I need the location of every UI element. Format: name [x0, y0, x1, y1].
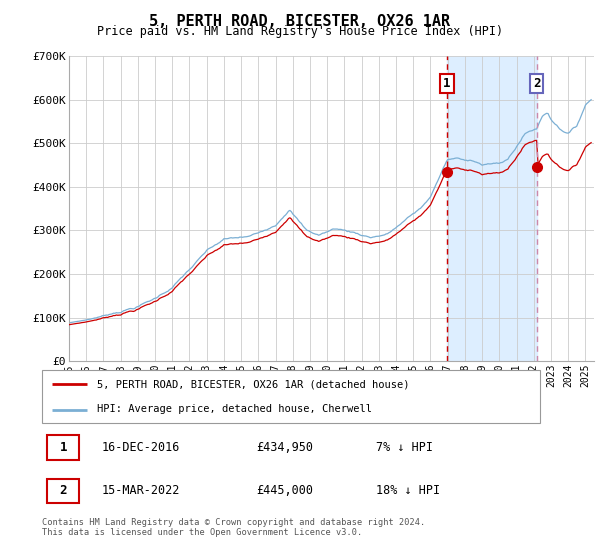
Text: £434,950: £434,950: [256, 441, 313, 454]
Text: 1: 1: [59, 441, 67, 454]
Text: 2: 2: [59, 484, 67, 497]
FancyBboxPatch shape: [47, 435, 79, 460]
Text: 2: 2: [533, 77, 541, 90]
FancyBboxPatch shape: [47, 479, 79, 503]
Text: Contains HM Land Registry data © Crown copyright and database right 2024.
This d: Contains HM Land Registry data © Crown c…: [42, 518, 425, 538]
Bar: [447, 56, 536, 361]
Text: 7% ↓ HPI: 7% ↓ HPI: [376, 441, 433, 454]
Text: 5, PERTH ROAD, BICESTER, OX26 1AR (detached house): 5, PERTH ROAD, BICESTER, OX26 1AR (detac…: [97, 380, 409, 390]
Text: 16-DEC-2016: 16-DEC-2016: [102, 441, 180, 454]
FancyBboxPatch shape: [42, 370, 540, 423]
Text: Price paid vs. HM Land Registry's House Price Index (HPI): Price paid vs. HM Land Registry's House …: [97, 25, 503, 38]
Text: 1: 1: [443, 77, 451, 90]
Text: 15-MAR-2022: 15-MAR-2022: [102, 484, 180, 497]
Text: 18% ↓ HPI: 18% ↓ HPI: [376, 484, 440, 497]
Text: £445,000: £445,000: [256, 484, 313, 497]
Text: HPI: Average price, detached house, Cherwell: HPI: Average price, detached house, Cher…: [97, 404, 372, 414]
Text: 5, PERTH ROAD, BICESTER, OX26 1AR: 5, PERTH ROAD, BICESTER, OX26 1AR: [149, 14, 451, 29]
